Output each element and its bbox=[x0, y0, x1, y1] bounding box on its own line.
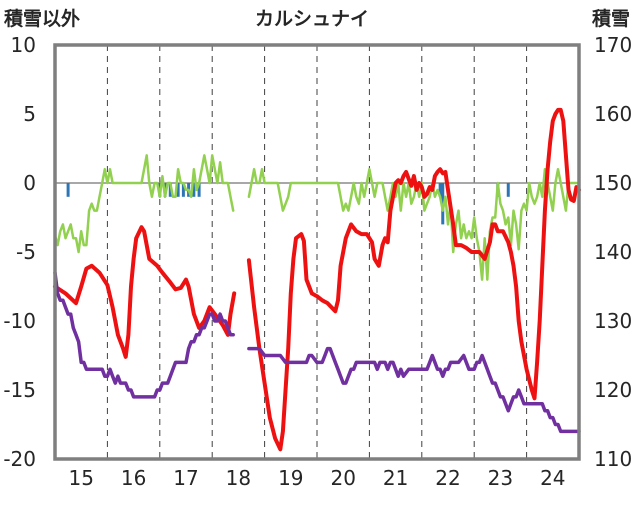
blue-bar bbox=[66, 183, 70, 197]
tick-labels: 10 5 0 -5 -10 -15 -20 170 160 150 140 130 120 110 15 16… bbox=[3, 33, 632, 490]
blue-bar bbox=[192, 183, 196, 197]
x-tick-label: 23 bbox=[488, 466, 513, 490]
x-tick-label: 22 bbox=[435, 466, 460, 490]
right-tick-label: 110 bbox=[594, 447, 632, 471]
left-tick-label: -10 bbox=[3, 309, 36, 333]
red-series-line bbox=[53, 225, 237, 359]
x-tick-label: 21 bbox=[383, 466, 408, 490]
blue-bar bbox=[438, 183, 442, 197]
x-tick-label: 16 bbox=[121, 466, 146, 490]
blue-bar bbox=[168, 183, 172, 197]
right-tick-label: 140 bbox=[594, 240, 632, 264]
right-axis-label: 積雪 bbox=[592, 7, 630, 30]
purple-series-line bbox=[53, 270, 235, 399]
right-tick-label: 170 bbox=[594, 33, 632, 57]
plot-frame bbox=[53, 43, 581, 461]
blue-bar bbox=[197, 183, 201, 197]
right-tick-label: 130 bbox=[594, 309, 632, 333]
left-tick-label: -20 bbox=[3, 447, 36, 471]
blue-bar bbox=[176, 183, 180, 197]
x-tick-label: 19 bbox=[278, 466, 303, 490]
x-tick-label: 17 bbox=[173, 466, 198, 490]
line-series-group bbox=[53, 107, 581, 452]
purple-series-line bbox=[247, 346, 581, 434]
x-tick-label: 20 bbox=[330, 466, 355, 490]
left-tick-label: -15 bbox=[3, 378, 36, 402]
left-tick-label: 10 bbox=[11, 33, 36, 57]
right-tick-label: 120 bbox=[594, 378, 632, 402]
right-tick-label: 160 bbox=[594, 102, 632, 126]
left-tick-label: 5 bbox=[23, 102, 36, 126]
left-tick-label: 0 bbox=[23, 171, 36, 195]
x-tick-label: 24 bbox=[540, 466, 565, 490]
blue-bar bbox=[441, 183, 445, 225]
x-tick-label: 15 bbox=[68, 466, 93, 490]
x-tick-label: 18 bbox=[226, 466, 251, 490]
green-series-line bbox=[53, 154, 235, 254]
chart-title: カルシュナイ bbox=[255, 8, 369, 30]
red-series-line bbox=[246, 107, 581, 452]
left-tick-label: -5 bbox=[16, 240, 36, 264]
blue-bar bbox=[181, 183, 185, 197]
right-tick-label: 150 bbox=[594, 171, 632, 195]
left-axis-label: 積雪以外 bbox=[4, 7, 80, 30]
green-series-line bbox=[247, 167, 581, 281]
blue-bar bbox=[506, 183, 510, 197]
